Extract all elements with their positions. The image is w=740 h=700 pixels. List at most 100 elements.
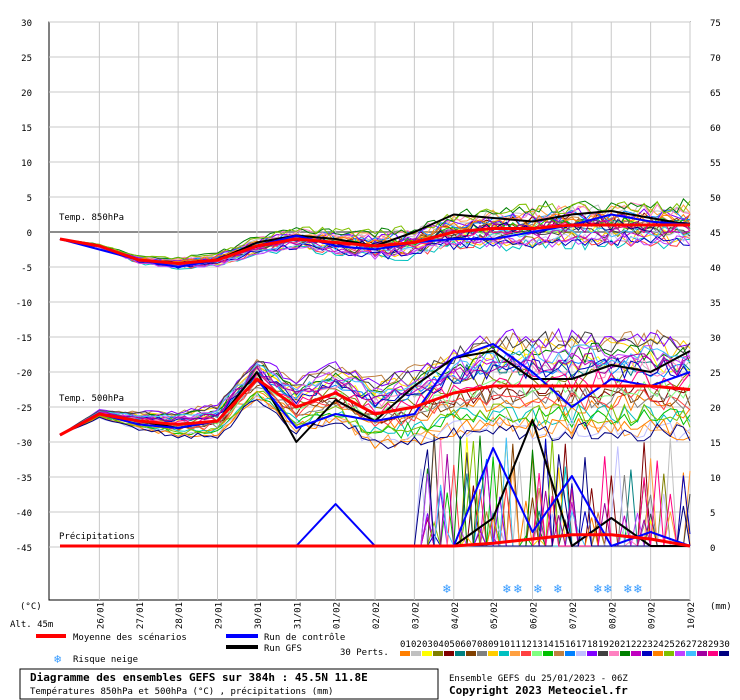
pert-swatch [455,651,465,656]
pert-swatch [477,651,487,656]
snowflake-icon: ❄ [513,582,522,597]
pert-line-t500 [59,352,691,436]
snowflake-icon: ❄ [54,652,61,666]
left-tick-label: -15 [16,334,32,344]
right-axis-unit: (mm) [710,602,732,612]
series-precip [60,533,691,548]
x-tick-label: 31/01 [293,602,303,629]
legend-snow: Risque neige [73,655,138,665]
left-tick-label: -45 [16,544,32,554]
snowflake-icon: ❄ [442,582,451,597]
series-t850 [59,213,691,268]
pert-swatch [444,651,454,656]
pert-line-t500 [59,342,691,436]
x-tick-label: 07/02 [569,602,579,629]
left-tick-label: 25 [21,54,32,64]
pert-swatch [631,651,641,656]
pert-swatch [499,651,509,656]
right-tick-label: 25 [710,369,721,379]
x-tick-label: 27/01 [136,602,146,629]
right-tick-label: 70 [710,54,721,64]
right-tick-label: 0 [710,544,715,554]
pert-line-t850 [59,211,691,263]
left-tick-label: -30 [16,439,32,449]
pert-swatch [609,651,619,656]
legend-control: Run de contrôle [264,632,345,643]
pert-id-label: 17 [576,640,587,650]
pert-id-label: 09 [488,640,499,650]
pert-swatch [675,651,685,656]
snowflake-icon: ❄ [593,582,602,597]
left-tick-label: 30 [21,19,32,29]
right-tick-label: 10 [710,474,721,484]
pert-swatch [598,651,608,656]
pert-swatch [620,651,630,656]
x-tick-label: 05/02 [490,602,500,629]
altitude-label: Alt. 45m [10,620,53,630]
pert-swatch [708,651,718,656]
pert-id-label: 23 [642,640,653,650]
run-info: Ensemble GEFS du 25/01/2023 - 06Z [449,674,628,684]
pert-id-label: 01 [400,640,411,650]
pert-id-label: 08 [477,640,488,650]
snowflake-icon: ❄ [553,582,562,597]
series-t500 [59,377,691,437]
x-tick-label: 10/02 [687,602,697,629]
x-tick-label: 04/02 [451,602,461,629]
snowflake-icon: ❄ [502,582,511,597]
snow-risk-markers: ❄ ❄ ❄ ❄ ❄ ❄ ❄ ❄ ❄ [442,582,642,597]
pert-id-label: 18 [587,640,598,650]
x-tick-label: 28/01 [175,602,185,629]
x-tick-label: 03/02 [411,602,421,629]
pert-swatch [565,651,575,656]
grid [48,21,691,601]
pert-swatch [664,651,674,656]
left-axis-unit: (°C) [20,602,42,612]
left-tick-label: -10 [16,299,32,309]
pert-swatch [532,651,542,656]
pert-id-label: 19 [598,640,609,650]
right-tick-label: 55 [710,159,721,169]
legend-gfs: Run GFS [264,644,302,654]
pert-line-t850 [59,200,691,260]
snowflake-icon: ❄ [623,582,632,597]
right-tick-label: 5 [710,509,715,519]
pert-swatch [653,651,663,656]
copyright: Copyright 2023 Meteociel.fr [449,684,628,697]
x-tick-label: 08/02 [608,602,618,629]
pert-swatch [411,651,421,656]
title-box [19,668,439,700]
pert-line-t850 [59,198,691,260]
pert-id-label: 26 [675,640,686,650]
pert-id-label: 11 [510,640,521,650]
pert-line-t500 [59,344,691,436]
pert-line-t500 [59,398,691,450]
pert-line-t850 [59,232,691,268]
chart-subtitle: Températures 850hPa et 500hPa (°C) , pré… [30,686,333,697]
pert-id-label: 03 [422,640,433,650]
pert-line-t500 [59,390,691,436]
left-tick-label: -25 [16,404,32,414]
left-tick-label: 20 [21,89,32,99]
right-tick-label: 15 [710,439,721,449]
right-tick-label: 30 [710,334,721,344]
x-tick-label: 02/02 [372,602,382,629]
x-tick-label: 30/01 [254,602,264,629]
pert-swatch [576,651,586,656]
pert-swatch [510,651,520,656]
left-tick-label: -40 [16,509,32,519]
left-tick-label: 10 [21,159,32,169]
x-axis-ticks: 26/01 27/01 28/01 29/01 30/01 31/01 01/02 02/02… [96,602,697,629]
pert-swatch [719,651,729,656]
right-tick-label: 75 [710,19,721,29]
pert-swatch [543,651,553,656]
pert-id-label: 16 [565,640,576,650]
perturbation-legend: 01 02 03 04 05 06 07 08 09 10 11 12 13 14 15 16 17 18 19 20… [400,640,730,656]
main-series-lines [59,210,691,548]
pert-swatch [686,651,696,656]
pert-swatch [433,651,443,656]
left-tick-label: -35 [16,474,32,484]
right-tick-label: 65 [710,89,721,99]
pert-swatch [587,651,597,656]
